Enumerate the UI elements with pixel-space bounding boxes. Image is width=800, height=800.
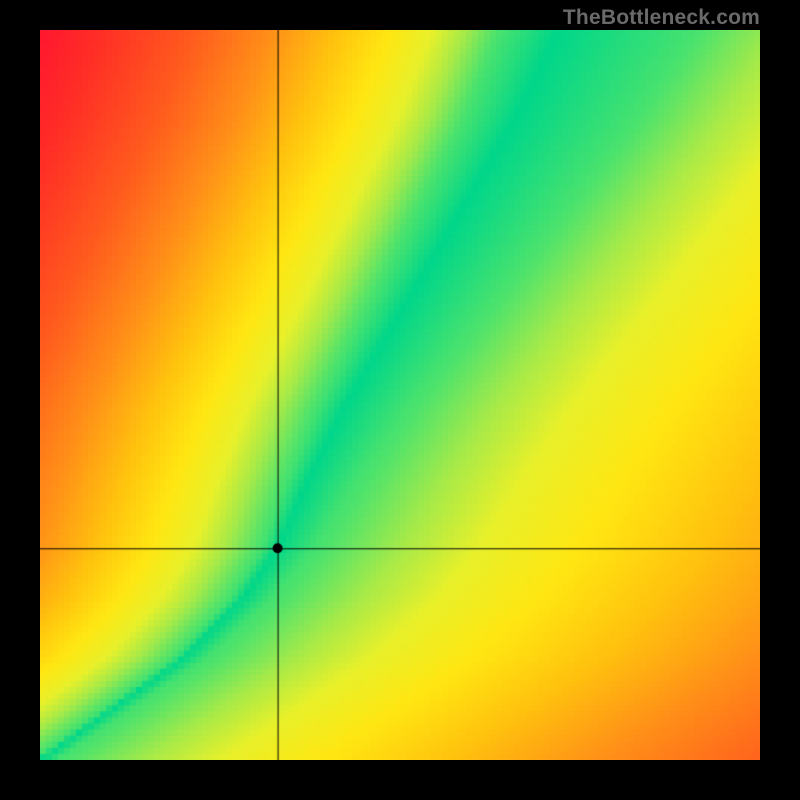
- heatmap-canvas: [40, 30, 760, 760]
- watermark-text: TheBottleneck.com: [563, 6, 760, 30]
- chart-container: TheBottleneck.com: [0, 0, 800, 800]
- heatmap-plot: [40, 30, 760, 760]
